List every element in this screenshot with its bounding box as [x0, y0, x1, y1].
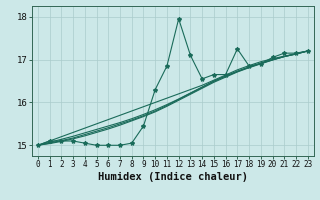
X-axis label: Humidex (Indice chaleur): Humidex (Indice chaleur) — [98, 172, 248, 182]
